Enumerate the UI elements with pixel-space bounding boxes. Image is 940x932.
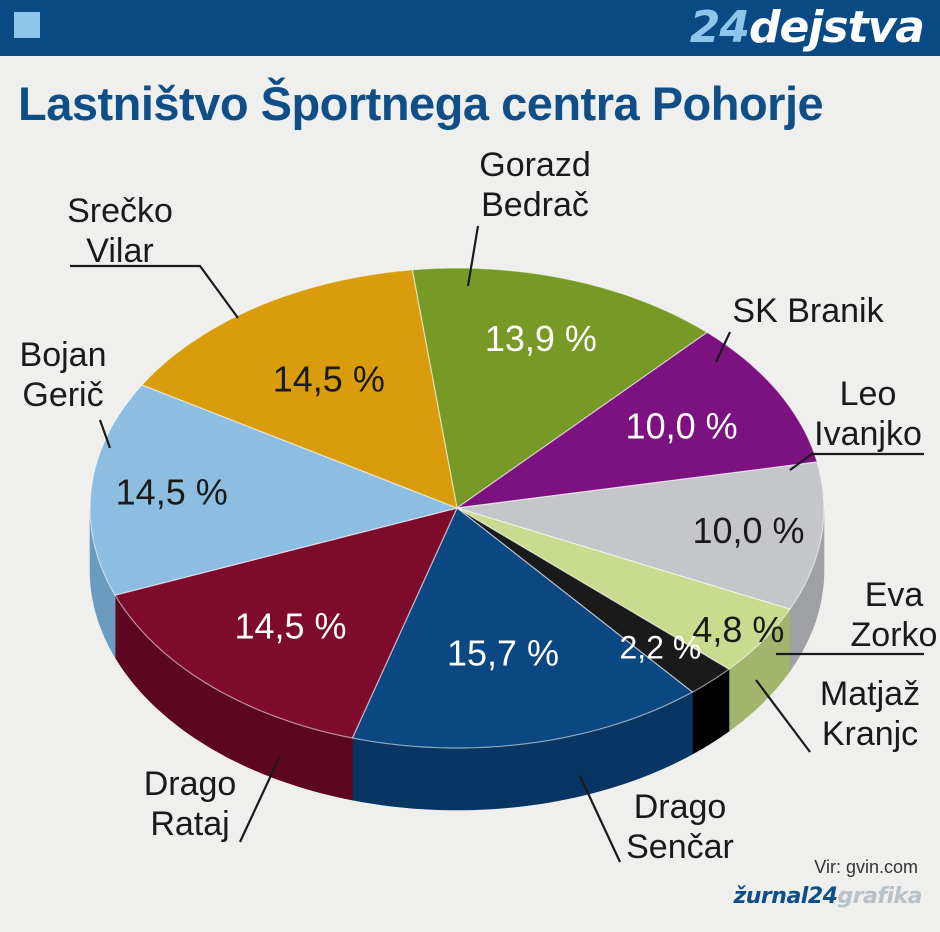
name-label-eva-zorko-line2: Zorko <box>851 616 938 654</box>
value-label-matjaz-kranjc: 2,2 % <box>619 629 701 665</box>
name-label-drago-sencar-line1: Drago <box>634 788 727 826</box>
pie-tops <box>89 267 825 749</box>
leader-line-sk-branik <box>715 331 731 363</box>
pie-sides <box>89 508 825 811</box>
pie-slice-eva-zorko <box>456 507 791 670</box>
pie-slice-drago-sencar <box>351 507 693 749</box>
leader-lines <box>70 225 924 863</box>
name-label-sk-branik-line1: SK Branik <box>732 292 884 330</box>
value-label-leo-ivanjko: 10,0 % <box>692 510 804 551</box>
leader-line-bojan-geric <box>98 419 112 449</box>
value-label-drago-rataj: 14,5 % <box>234 605 346 646</box>
leader-line-gorazd-bedrac <box>466 225 480 287</box>
value-label-bojan-geric: 14,5 % <box>116 471 228 512</box>
chart-title: Lastništvo Športnega centra Pohorje <box>18 77 824 130</box>
pie-slice-gorazd-bedrac <box>411 267 708 509</box>
credit-suffix: grafika <box>837 884 922 909</box>
pie-slice-drago-rataj <box>114 507 458 739</box>
name-label-drago-sencar-line2: Senčar <box>626 828 734 866</box>
pie-slice-srecko-vilar <box>141 269 458 509</box>
leader-line-drago-rataj <box>239 755 281 843</box>
source-note: Vir: gvin.com <box>814 857 918 877</box>
value-label-gorazd-bedrac: 13,9 % <box>485 318 597 359</box>
value-label-srecko-vilar: 14,5 % <box>273 358 385 399</box>
name-label-eva-zorko-line1: Eva <box>865 576 924 614</box>
name-label-bojan-geric-line1: Bojan <box>20 336 107 374</box>
brand-logo: 24dejstva <box>689 2 925 54</box>
name-label-drago-rataj-line2: Rataj <box>150 805 229 843</box>
brand-number: 24 <box>689 2 750 53</box>
name-label-matjaz-kranjc-line2: Kranjc <box>822 715 918 753</box>
name-label-srecko-vilar-line1: Srečko <box>67 192 173 230</box>
value-label-sk-branik: 10,0 % <box>626 406 738 447</box>
leader-line-drago-sencar <box>579 775 621 863</box>
leader-line-matjaz-kranjc <box>755 679 811 753</box>
pie-slice-sk-branik <box>456 331 818 509</box>
credit-brand: žurnal24 <box>733 884 838 909</box>
name-label-leo-ivanjko-line2: Ivanjko <box>814 415 922 453</box>
pie-slice-bojan-geric <box>89 384 458 596</box>
name-label-leo-ivanjko-line1: Leo <box>840 375 897 413</box>
name-label-bojan-geric-line2: Gerič <box>22 376 103 414</box>
leader-line-leo-ivanjko <box>789 452 924 471</box>
header-bar: 24dejstva <box>0 0 940 56</box>
name-label-gorazd-bedrac-line1: Gorazd <box>479 146 591 184</box>
credit-logo: žurnal24grafika <box>733 884 922 909</box>
value-label-drago-sencar: 15,7 % <box>447 633 559 674</box>
pie-slice-leo-ivanjko <box>456 461 825 610</box>
pie-slice-matjaz-kranjc <box>456 507 730 693</box>
value-labels: 13,9 % 10,0 % 10,0 % 4,8 %2,2 % 15,7 % 14,5 %… <box>116 318 805 674</box>
name-label-gorazd-bedrac-line2: Bedrač <box>481 186 589 224</box>
name-label-srecko-vilar-line2: Vilar <box>86 232 153 270</box>
brand-word: dejstva <box>748 2 925 53</box>
brand-square-icon <box>14 12 40 38</box>
leader-line-srecko-vilar <box>70 264 239 319</box>
name-label-matjaz-kranjc-line1: Matjaž <box>820 675 920 713</box>
value-label-eva-zorko: 4,8 % <box>692 609 784 650</box>
name-label-drago-rataj-line1: Drago <box>144 765 237 803</box>
